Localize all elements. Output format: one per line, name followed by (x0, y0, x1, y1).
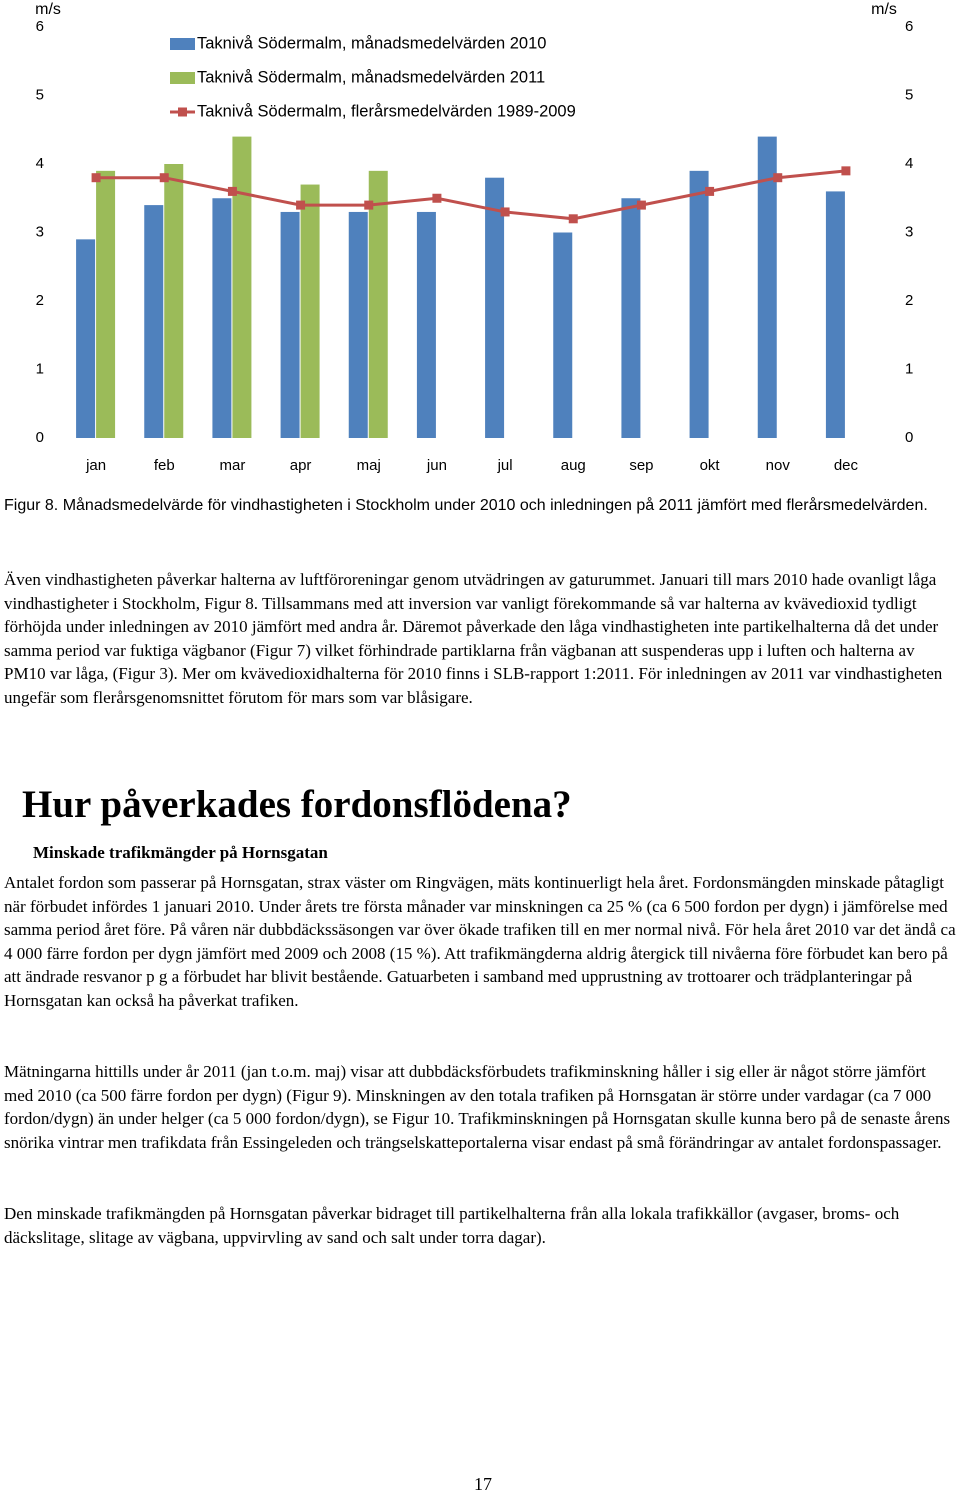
bar (212, 198, 232, 438)
bar (300, 184, 320, 438)
x-tick-label: aug (561, 457, 586, 474)
y-axis-label: m/s (35, 1, 61, 18)
line-marker (227, 186, 237, 196)
line-marker (568, 214, 578, 224)
bar (96, 170, 116, 438)
line-marker (773, 173, 783, 183)
subheading: Minskade trafikmängder på Hornsgatan (33, 843, 328, 862)
line-marker (432, 193, 442, 203)
bar (232, 136, 252, 438)
y-tick-label: 6 (36, 18, 44, 35)
y2-tick-label: 2 (905, 292, 913, 309)
x-tick-label: feb (154, 457, 175, 474)
bar (689, 170, 709, 438)
y2-tick-label: 3 (905, 223, 913, 240)
paragraph: Den minskade trafikmängden på Hornsgatan… (4, 1204, 900, 1247)
bar (621, 198, 641, 438)
page-number: 17 (474, 1474, 492, 1494)
bar (757, 136, 777, 438)
y-tick-label: 0 (36, 429, 44, 446)
x-tick-label: maj (357, 457, 381, 474)
y2-tick-label: 5 (905, 86, 913, 103)
line-marker (364, 200, 374, 210)
legend-swatch (178, 107, 187, 117)
x-tick-label: nov (766, 457, 791, 474)
bar (280, 211, 300, 438)
y-tick-label: 3 (36, 223, 44, 240)
line-marker (636, 200, 646, 210)
bar (485, 177, 505, 438)
line-marker (91, 173, 101, 183)
x-tick-label: okt (700, 457, 721, 474)
bar (368, 170, 388, 438)
x-tick-label: dec (834, 457, 859, 474)
legend-label: Taknivå Södermalm, månadsmedelvärden 201… (197, 34, 546, 52)
x-tick-label: jun (426, 457, 447, 474)
legend-label: Taknivå Södermalm, månadsmedelvärden 201… (197, 68, 545, 86)
y2-tick-label: 6 (905, 18, 913, 35)
chart: m/s m/s 0 1 2 3 4 5 6 0 1 2 3 4 5 6 jan feb mar apr maj jun… (35, 1, 913, 474)
bar (76, 239, 96, 438)
bar (144, 205, 164, 438)
line-marker (296, 200, 306, 210)
x-tick-label: apr (290, 457, 312, 474)
bar (553, 232, 573, 438)
y2-tick-label: 4 (905, 155, 913, 172)
y-tick-label: 4 (36, 155, 44, 172)
legend-swatch (170, 72, 195, 84)
bar (164, 164, 184, 438)
bar (348, 211, 368, 438)
y2-tick-label: 0 (905, 429, 913, 446)
legend-swatch (170, 38, 195, 50)
bar (416, 211, 436, 438)
y-tick-label: 2 (36, 292, 44, 309)
x-tick-label: jan (85, 457, 106, 474)
x-tick-label: mar (219, 457, 245, 474)
line-marker (841, 166, 851, 176)
paragraph: Antalet fordon som passerar på Hornsgata… (4, 873, 956, 1010)
y2-tick-label: 1 (905, 360, 913, 377)
line (96, 169, 847, 221)
x-tick-label: jul (497, 457, 513, 474)
y-tick-label: 5 (36, 86, 44, 103)
line-marker (159, 173, 169, 183)
legend-label: Taknivå Södermalm, flerårsmedelvärden 19… (197, 102, 576, 120)
paragraph: Mätningarna hittills under år 2011 (jan … (4, 1062, 951, 1152)
y2-axis-label: m/s (871, 1, 897, 18)
line-marker (500, 207, 510, 217)
bar (825, 191, 845, 438)
figure-caption: Figur 8. Månadsmedelvärde för vindhastig… (4, 497, 928, 514)
line-marker (705, 186, 715, 196)
heading: Hur påverkades fordonsflödena? (22, 783, 572, 826)
y-tick-label: 1 (36, 360, 44, 377)
paragraph: Även vindhastigheten påverkar halterna a… (4, 570, 943, 707)
x-tick-label: sep (629, 457, 653, 474)
